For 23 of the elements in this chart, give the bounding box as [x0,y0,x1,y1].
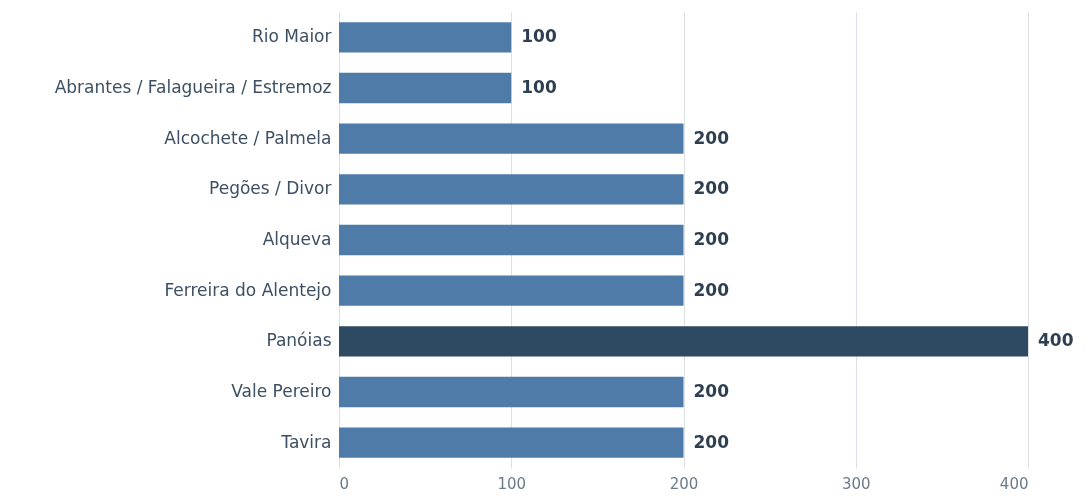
data-label: 200 [693,381,730,401]
x-tick-label: 0 [339,474,350,493]
data-label: 200 [693,229,730,249]
y-tick-label: Rio Maior [251,26,332,47]
x-tick-label: 100 [497,474,527,493]
y-tick-label: Abrantes / Falagueira / Estremoz [54,77,332,97]
y-tick-label: Alqueva [262,229,332,249]
data-label: 100 [521,77,557,97]
y-tick-label: Tavira [280,431,332,452]
y-tick-label: Ferreira do Alentejo [164,279,332,300]
data-label: 200 [693,178,730,199]
y-tick-label: Pegões / Divor [209,178,332,199]
y-tick-label: Vale Pereiro [231,381,332,401]
x-tick-label: 400 [999,474,1029,493]
data-label: 200 [693,127,730,148]
y-tick-label: Alcochete / Palmela [164,127,332,148]
x-tick-label: 200 [669,474,699,493]
x-tick-label: 300 [841,474,871,493]
data-label: 400 [1038,330,1074,351]
data-label: 200 [693,431,730,452]
y-tick-label: Panóias [266,330,332,351]
data-label: 200 [693,279,730,300]
data-label: 100 [521,26,557,47]
